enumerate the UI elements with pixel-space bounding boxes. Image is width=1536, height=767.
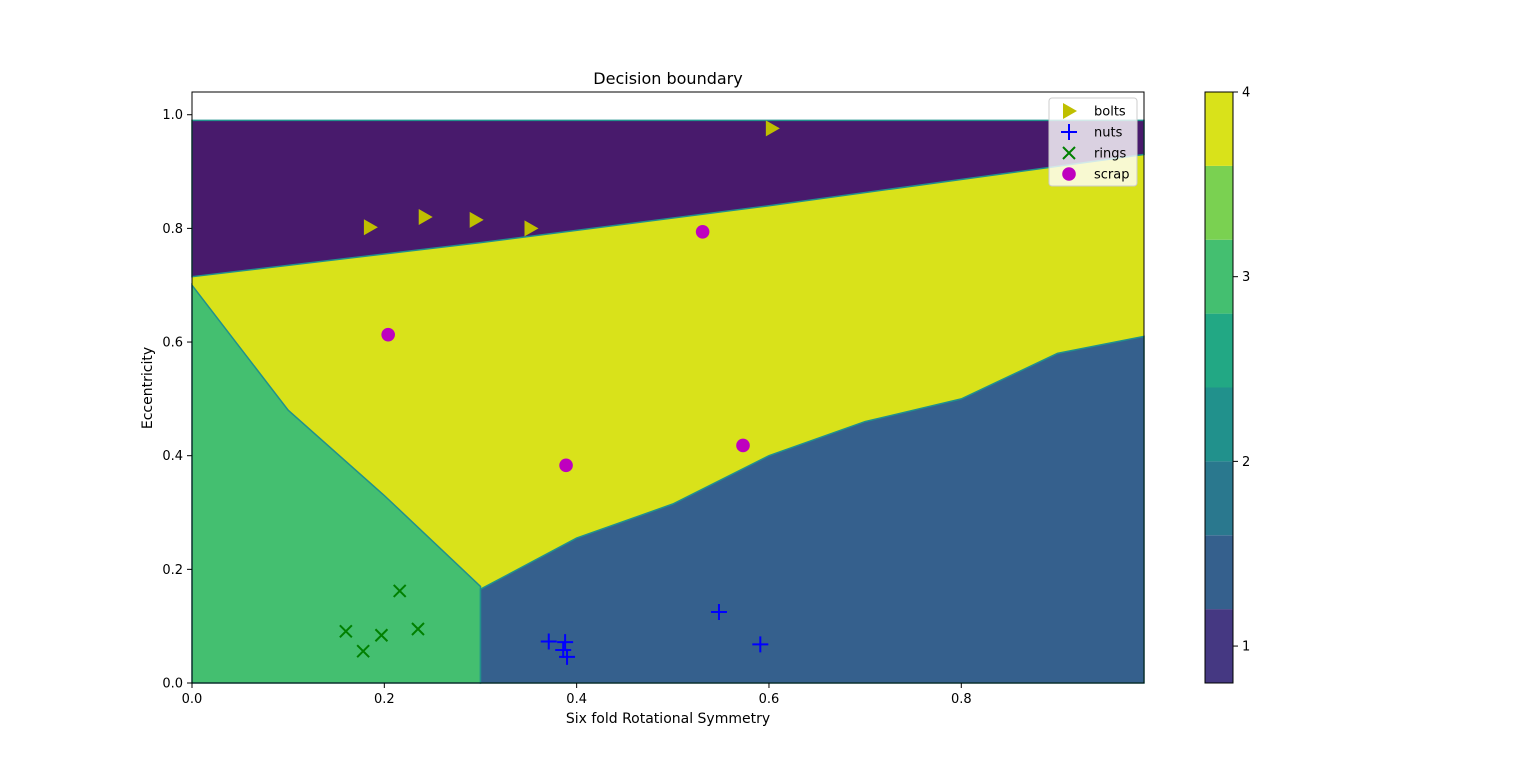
point-nuts-2 <box>555 642 572 659</box>
y-tick-label: 0.0 <box>162 677 183 692</box>
y-tick-label: 0.2 <box>162 563 183 578</box>
chart-title: Decision boundary <box>593 69 742 88</box>
point-bolts-1 <box>418 209 433 226</box>
y-tick-label: 0.6 <box>162 336 183 351</box>
legend-label-scrap: scrap <box>1094 168 1129 183</box>
colorbar: 1 2 3 4 <box>1204 86 1250 684</box>
point-rings-4 <box>411 622 425 636</box>
legend-marker-rings <box>1062 146 1076 160</box>
x-axis-label: Six fold Rotational Symmetry <box>566 711 770 727</box>
point-scrap-0 <box>381 327 395 342</box>
colorbar-band <box>1205 92 1233 166</box>
legend-marker-bolts <box>1063 103 1077 119</box>
legend: bolts nuts rings scrap <box>1048 97 1138 187</box>
point-rings-0 <box>339 624 353 638</box>
legend-label-rings: rings <box>1094 147 1126 162</box>
point-bolts-4 <box>765 120 780 137</box>
point-bolts-3 <box>524 220 539 237</box>
point-scrap-1 <box>559 458 573 473</box>
y-axis-label: Eccentricity <box>140 347 156 429</box>
colorbar-band <box>1205 313 1233 388</box>
colorbar-tick-label: 1 <box>1242 640 1250 655</box>
legend-box <box>1048 97 1138 187</box>
data-points <box>339 120 780 665</box>
y-tick-label: 0.4 <box>162 449 183 464</box>
colorbar-tick-label: 4 <box>1242 86 1250 101</box>
point-bolts-2 <box>469 211 484 228</box>
decision-regions <box>191 119 1145 684</box>
point-scrap-2 <box>695 224 710 239</box>
colorbar-tick-label: 2 <box>1242 455 1250 470</box>
colorbar-tick-label: 3 <box>1242 270 1250 285</box>
colorbar-frame <box>1204 91 1234 684</box>
point-scrap-3 <box>736 438 750 453</box>
point-nuts-0 <box>540 633 557 650</box>
legend-marker-nuts <box>1061 124 1077 140</box>
point-nuts-4 <box>710 603 727 620</box>
x-tick-label: 0.2 <box>374 692 395 707</box>
point-nuts-5 <box>752 636 769 653</box>
y-tick-label: 1.0 <box>162 108 183 123</box>
x-tick-label: 0.6 <box>759 692 780 707</box>
colorbar-band <box>1205 609 1233 683</box>
point-bolts-0 <box>363 219 378 236</box>
point-rings-1 <box>356 644 370 658</box>
y-tick-label: 0.8 <box>162 222 183 237</box>
point-rings-2 <box>374 628 389 642</box>
legend-label-nuts: nuts <box>1094 126 1123 141</box>
plot-area <box>191 91 1145 684</box>
colorbar-band <box>1205 387 1233 462</box>
point-nuts-1 <box>557 634 574 651</box>
point-nuts-3 <box>559 648 576 665</box>
x-tick-label: 0.4 <box>566 692 587 707</box>
x-tick-label: 0.8 <box>951 692 972 707</box>
colorbar-band <box>1205 535 1233 610</box>
y-axis: 0.0 0.2 0.4 0.6 0.8 1.0 <box>162 108 192 692</box>
legend-label-bolts: bolts <box>1094 105 1126 120</box>
legend-marker-scrap <box>1062 167 1076 181</box>
colorbar-band <box>1205 239 1233 314</box>
colorbar-band <box>1205 461 1233 536</box>
plot-frame <box>191 91 1145 684</box>
x-tick-label: 0.0 <box>182 692 203 707</box>
x-axis: 0.0 0.2 0.4 0.6 0.8 <box>182 683 972 707</box>
point-rings-3 <box>393 584 407 598</box>
colorbar-band <box>1205 165 1233 240</box>
